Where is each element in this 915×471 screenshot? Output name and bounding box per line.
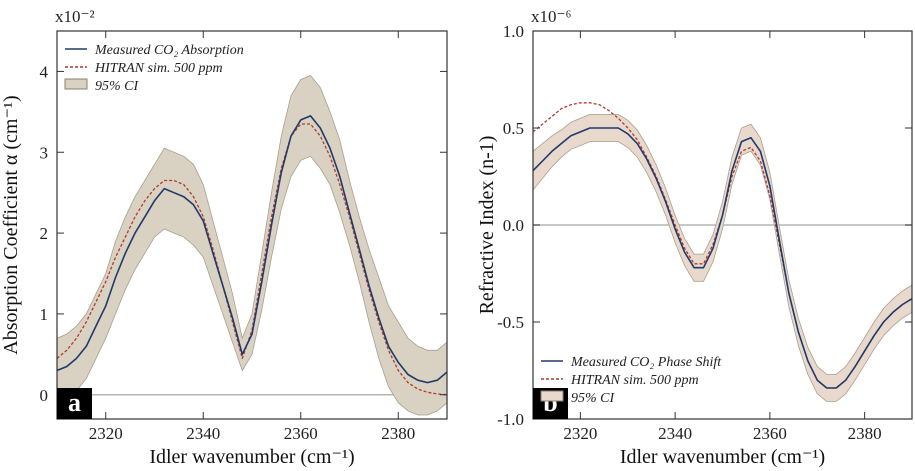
y-tick-label: 1 (40, 305, 49, 324)
plot-frame (56, 30, 448, 420)
x-tick-label: 2340 (186, 424, 220, 443)
ci-band (533, 114, 912, 402)
legend-entry: 95% CI (571, 391, 616, 406)
x-tick-label: 2360 (753, 424, 787, 443)
y-tick-label: 0.5 (503, 119, 524, 138)
chart-panel-b: 2320 2340 2360 2380 -1.0 -0.5 0.0 0.5 1.0 x10⁻⁶ Id… (476, 7, 913, 468)
y-tick-label: 0 (40, 386, 49, 405)
y-tick-label: 4 (40, 62, 49, 81)
y-axis-label: Refractive Index (n-1) (476, 136, 498, 315)
y-tick-label: 0.0 (503, 216, 524, 235)
x-axis-label: Idler wavenumber (cm⁻¹) (620, 446, 825, 468)
y-tick-label: 1.0 (503, 22, 524, 41)
legend-entry: Measured CO₂ Phase Shift (570, 355, 722, 370)
x-tick-label: 2360 (284, 424, 318, 443)
y-tick-label: -1.0 (497, 410, 524, 429)
legend: Measured CO₂ Absorption HITRAN sim. 500 p… (64, 43, 244, 94)
x-axis-label: Idler wavenumber (cm⁻¹) (149, 446, 354, 468)
y-tick-label: 3 (40, 143, 49, 162)
legend-entry: Measured CO₂ Absorption (94, 43, 244, 58)
y-scale-label: x10⁻⁶ (531, 7, 571, 26)
chart-panel-a: 2320 2340 2360 2380 0 1 2 3 4 x10⁻² Idler wavenumb… (0, 7, 448, 468)
plot-area (57, 75, 447, 416)
panel-badge (57, 388, 92, 419)
x-tick-label: 2340 (658, 424, 692, 443)
plot-area (533, 102, 912, 402)
measured-line (533, 127, 912, 389)
legend-entry: HITRAN sim. 500 ppm (570, 373, 699, 388)
y-tick-label: 2 (40, 224, 49, 243)
x-tick-label: 2320 (563, 424, 597, 443)
hitran-line (533, 102, 912, 389)
measured-line (57, 115, 447, 384)
x-tick-label: 2320 (89, 424, 123, 443)
y-scale-label: x10⁻² (55, 7, 95, 26)
panel-badge-label: a (68, 388, 81, 417)
legend-entry: 95% CI (95, 79, 140, 94)
legend: Measured CO₂ Phase Shift HITRAN sim. 500 … (540, 355, 722, 406)
ci-band (57, 75, 447, 416)
legend-swatch-ci (64, 78, 88, 90)
y-tick-label: -0.5 (497, 313, 524, 332)
x-tick-label: 2380 (381, 424, 415, 443)
x-tick-label: 2380 (848, 424, 882, 443)
legend-entry: HITRAN sim. 500 ppm (94, 61, 223, 76)
legend-swatch-ci (540, 390, 564, 402)
y-axis-label: Absorption Coefficient α (cm⁻¹) (0, 95, 22, 354)
